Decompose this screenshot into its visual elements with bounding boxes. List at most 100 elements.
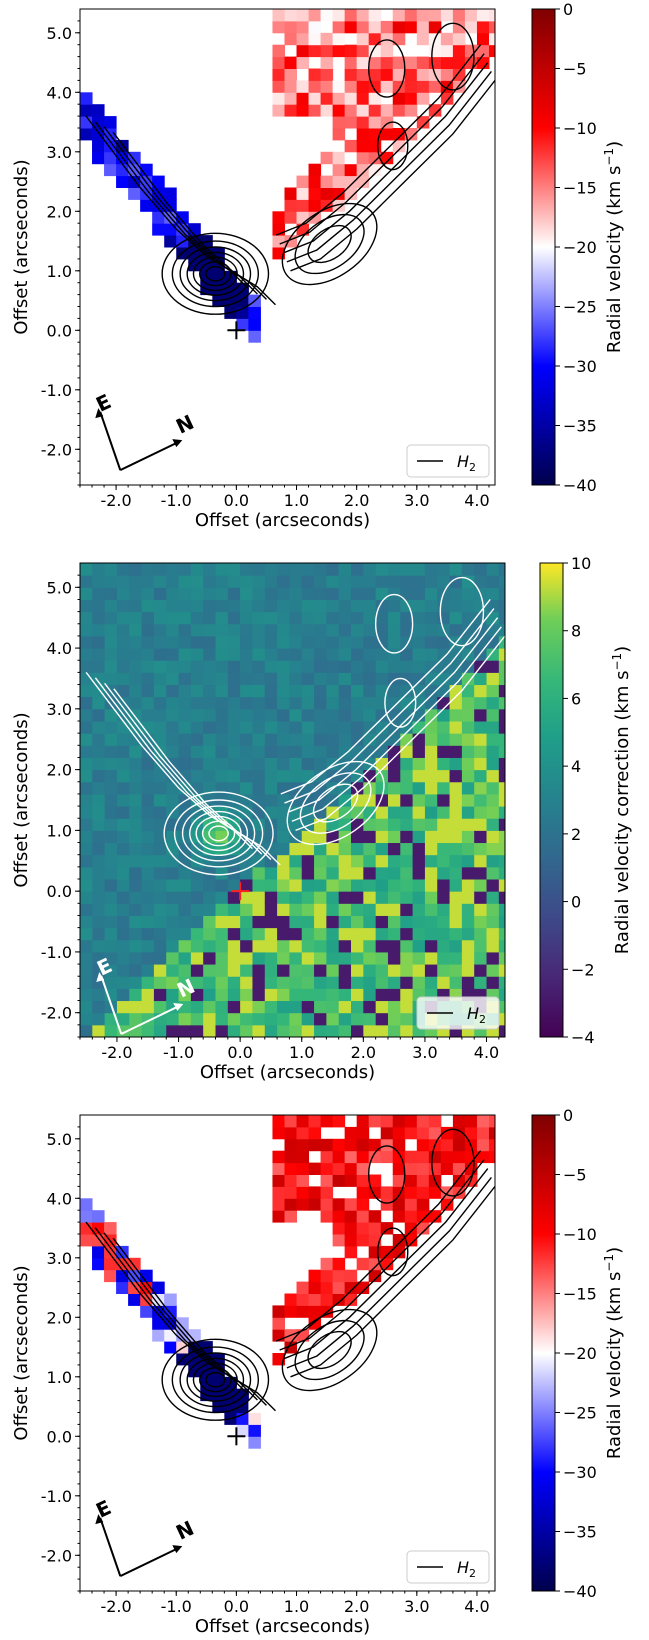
map-pixel: [424, 879, 438, 892]
map-pixel: [332, 1269, 346, 1283]
map-pixel: [314, 927, 327, 941]
map-pixel: [428, 80, 442, 93]
map-pixel: [240, 635, 253, 649]
map-pixel: [129, 793, 143, 807]
map-pixel: [440, 1162, 454, 1175]
h2-contour: [208, 825, 229, 842]
map-pixel: [437, 976, 451, 989]
map-pixel: [344, 80, 358, 93]
map-pixel: [437, 964, 451, 977]
h2-contour: [287, 617, 499, 813]
map-pixel: [320, 1186, 334, 1199]
map-pixel: [153, 903, 167, 916]
map-pixel: [240, 587, 253, 600]
h2-contour: [281, 202, 378, 286]
map-pixel: [301, 830, 315, 844]
map-pixel: [314, 648, 327, 661]
map-pixel: [272, 92, 285, 105]
map-pixel: [104, 1257, 117, 1271]
map-pixel: [252, 708, 266, 722]
map-pixel: [486, 769, 500, 783]
map-pixel: [129, 781, 143, 795]
map-pixel: [320, 1198, 334, 1211]
map-pixel: [400, 866, 414, 880]
map-pixel: [351, 696, 364, 710]
map-pixel: [252, 891, 266, 904]
map-pixel: [264, 915, 278, 929]
map-pixel: [215, 660, 229, 673]
map-pixel: [240, 611, 253, 625]
map-pixel: [141, 988, 155, 1002]
map-pixel: [128, 1293, 141, 1306]
map-pixel: [176, 1317, 189, 1330]
map-pixel: [178, 903, 192, 916]
map-pixel: [203, 757, 217, 771]
map-pixel: [387, 648, 401, 661]
x-tick-label: -1.0: [161, 491, 192, 510]
map-pixel: [129, 927, 143, 941]
x-tick-label: 4.0: [464, 491, 489, 510]
map-pixel: [104, 733, 118, 746]
map-pixel: [486, 976, 500, 989]
map-pixel: [392, 1245, 406, 1259]
map-pixel: [351, 672, 364, 686]
y-tick-label: 1.0: [47, 1368, 72, 1387]
map-pixel: [356, 32, 370, 46]
map-pixel: [128, 187, 141, 200]
map-pixel: [166, 818, 180, 831]
map-pixel: [392, 139, 406, 153]
map-pixel: [190, 708, 204, 722]
map-pixel: [129, 879, 143, 892]
map-pixel: [368, 139, 382, 153]
map-pixel: [363, 927, 377, 941]
map-pixel: [80, 1012, 93, 1026]
map-pixel: [178, 563, 192, 576]
map-pixel: [332, 1210, 346, 1223]
map-pixel: [289, 951, 303, 965]
map-pixel: [380, 20, 394, 34]
legend-label: H: [467, 1004, 479, 1023]
map-pixel: [498, 915, 505, 929]
map-pixel: [464, 1115, 478, 1128]
map-pixel: [314, 684, 327, 698]
map-pixel: [387, 745, 401, 758]
map-pixel: [461, 611, 475, 625]
h2-contour: [312, 783, 359, 823]
map-pixel: [344, 1174, 358, 1187]
h2-contour: [161, 1338, 270, 1421]
map-pixel: [141, 708, 155, 722]
map-pixel: [80, 769, 93, 783]
map-pixel: [428, 20, 442, 34]
y-tick-label: 5.0: [47, 578, 72, 597]
h2-contour: [113, 688, 281, 866]
map-pixel: [351, 951, 364, 965]
map-pixel: [203, 745, 217, 758]
map-pixel: [320, 1281, 334, 1294]
map-pixel: [153, 988, 167, 1002]
map-pixel: [289, 806, 303, 819]
map-pixel: [215, 708, 229, 722]
map-pixel: [92, 818, 106, 831]
map-pixel: [301, 721, 315, 734]
map-pixel: [164, 1293, 177, 1306]
map-pixel: [116, 854, 130, 868]
map-pixel: [272, 44, 285, 58]
map-pixel: [351, 903, 364, 916]
map-pixel: [203, 854, 217, 868]
map-pixel: [252, 611, 266, 625]
h2-contour: [290, 79, 495, 272]
map-pixel: [452, 1162, 466, 1175]
y-tick-label: 1.0: [47, 821, 72, 840]
map-pixel: [474, 635, 488, 649]
map-pixel: [344, 44, 358, 58]
map-pixel: [252, 623, 266, 637]
map-pixel: [449, 660, 463, 673]
map-pixel: [326, 587, 340, 600]
map-pixel: [461, 623, 475, 637]
map-pixel: [387, 866, 401, 880]
map-pixel: [464, 9, 478, 22]
map-pixel: [412, 769, 426, 783]
map-pixel: [284, 80, 298, 93]
map-pixel: [92, 151, 105, 165]
map-pixel: [190, 915, 204, 929]
